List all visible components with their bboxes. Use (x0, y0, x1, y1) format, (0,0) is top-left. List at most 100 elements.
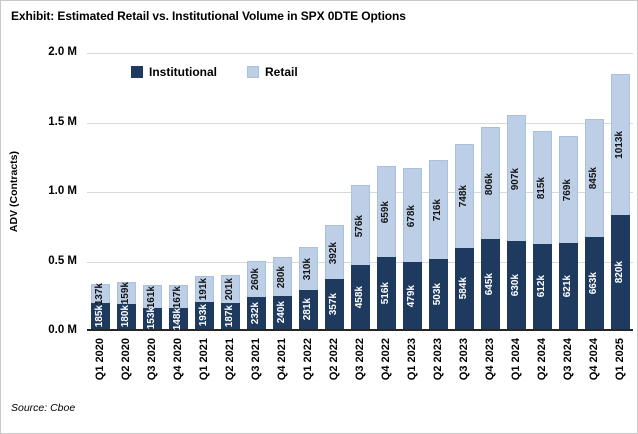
legend-swatch-institutional-icon (131, 66, 143, 78)
bar-column: 392k 357k (321, 53, 347, 329)
retail-segment: 1013k (610, 74, 630, 216)
retail-segment: 576k (350, 185, 370, 266)
x-tick-cell: Q3 2023 (451, 338, 477, 380)
retail-value-label: 907k (510, 167, 521, 191)
institutional-value-label: 820k (614, 260, 625, 284)
stacked-bar: 769k 621k (558, 135, 578, 329)
retail-value-label: 845k (588, 167, 599, 190)
legend: Institutional Retail (131, 65, 298, 79)
retail-segment: 167k (168, 285, 188, 308)
x-tick-label: Q1 2025 (613, 338, 626, 381)
x-tick-cell: Q3 2024 (555, 338, 581, 380)
institutional-segment: 645k (480, 239, 500, 329)
retail-value-label: 191k (198, 278, 209, 301)
retail-segment: 260k (246, 260, 266, 297)
institutional-segment: 621k (558, 242, 578, 329)
bars-container: 137k 185k 159k 180k 161k 153k 167k 148k 191k 193k… (87, 53, 633, 330)
x-tick-label: Q2 2023 (431, 338, 444, 381)
institutional-segment: 584k (454, 247, 474, 329)
source-note: Source: Cboe (11, 402, 76, 414)
retail-segment: 845k (584, 119, 604, 237)
institutional-segment: 193k (194, 302, 214, 329)
bar-column: 845k 663k (581, 53, 607, 329)
retail-value-label: 659k (380, 200, 391, 224)
x-tick-cell: Q2 2024 (529, 338, 555, 380)
stacked-bar: 167k 148k (168, 285, 188, 330)
stacked-bar: 1013k 820k (610, 74, 630, 329)
retail-value-label: 137k (94, 283, 105, 306)
institutional-segment: 820k (610, 215, 630, 329)
institutional-segment: 153k (142, 307, 162, 330)
retail-value-label: 310k (302, 257, 313, 281)
retail-segment: 159k (116, 281, 136, 305)
institutional-value-label: 663k (588, 271, 599, 295)
x-tick-label: Q4 2020 (171, 338, 184, 381)
bar-column: 280k 240k (269, 53, 295, 329)
retail-value-label: 769k (562, 178, 573, 201)
institutional-value-label: 630k (510, 274, 521, 297)
bar-column: 260k 232k (243, 53, 269, 329)
gridline (87, 122, 633, 124)
retail-segment: 310k (298, 246, 318, 290)
institutional-segment: 630k (506, 241, 526, 329)
institutional-value-label: 281k (302, 298, 313, 321)
x-tick-label: Q3 2023 (457, 338, 470, 381)
institutional-value-label: 193k (198, 304, 209, 327)
institutional-segment: 458k (350, 265, 370, 329)
x-tick-label: Q2 2022 (327, 338, 340, 381)
stacked-bar: 907k 630k (506, 115, 526, 329)
stacked-bar: 659k 516k (376, 165, 396, 329)
stacked-bar: 201k 187k (220, 275, 240, 329)
plot-area: 137k 185k 159k 180k 161k 153k 167k 148k 191k 193k… (87, 53, 633, 331)
institutional-value-label: 185k (94, 305, 105, 328)
retail-value-label: 392k (328, 241, 339, 264)
x-tick-label: Q4 2024 (587, 338, 600, 381)
institutional-segment: 180k (116, 303, 136, 329)
institutional-value-label: 357k (328, 293, 339, 316)
x-tick-label: Q3 2020 (145, 338, 158, 381)
bar-column: 159k 180k (113, 53, 139, 329)
institutional-value-label: 458k (354, 286, 365, 309)
retail-segment: 716k (428, 159, 448, 260)
retail-segment: 201k (220, 275, 240, 304)
retail-segment: 137k (90, 283, 110, 306)
institutional-segment: 516k (376, 257, 396, 329)
retail-segment: 806k (480, 127, 500, 240)
institutional-value-label: 240k (276, 301, 287, 324)
legend-item-institutional: Institutional (131, 65, 217, 79)
x-tick-cell: Q2 2020 (113, 338, 139, 380)
retail-segment: 191k (194, 275, 214, 303)
retail-value-label: 161k (146, 285, 157, 309)
retail-value-label: 260k (250, 268, 261, 291)
x-tick-label: Q3 2024 (561, 338, 574, 381)
institutional-value-label: 187k (224, 304, 235, 328)
x-tick-cell: Q1 2020 (87, 338, 113, 380)
retail-value-label: 716k (432, 198, 443, 221)
institutional-value-label: 232k (250, 301, 261, 324)
gridline (87, 53, 633, 54)
bar-column: 161k 153k (139, 53, 165, 330)
x-tick-label: Q4 2023 (483, 338, 496, 381)
institutional-value-label: 503k (432, 282, 443, 306)
x-tick-cell: Q2 2023 (425, 338, 451, 380)
retail-segment: 678k (402, 168, 422, 263)
retail-segment: 659k (376, 165, 396, 258)
bar-column: 678k 479k (399, 53, 425, 329)
stacked-bar: 191k 193k (194, 275, 214, 329)
bar-column: 310k 281k (295, 53, 321, 329)
stacked-bar: 678k 479k (402, 168, 422, 329)
legend-label-retail: Retail (265, 65, 298, 79)
retail-value-label: 1013k (614, 131, 625, 160)
institutional-segment: 240k (272, 295, 292, 329)
stacked-bar: 137k 185k (90, 283, 110, 329)
institutional-segment: 479k (402, 262, 422, 329)
y-tick-label: 1.0 M (48, 185, 77, 197)
x-tick-cell: Q3 2021 (243, 338, 269, 380)
stacked-bar: 845k 663k (584, 119, 604, 329)
y-tick-label: 0.5 M (48, 254, 77, 267)
stacked-bar: 280k 240k (272, 256, 292, 329)
stacked-bar: 260k 232k (246, 260, 266, 329)
x-tick-cell: Q2 2021 (217, 338, 243, 380)
y-tick-label: 0.0 M (48, 324, 77, 336)
x-tick-cell: Q1 2022 (295, 338, 321, 380)
